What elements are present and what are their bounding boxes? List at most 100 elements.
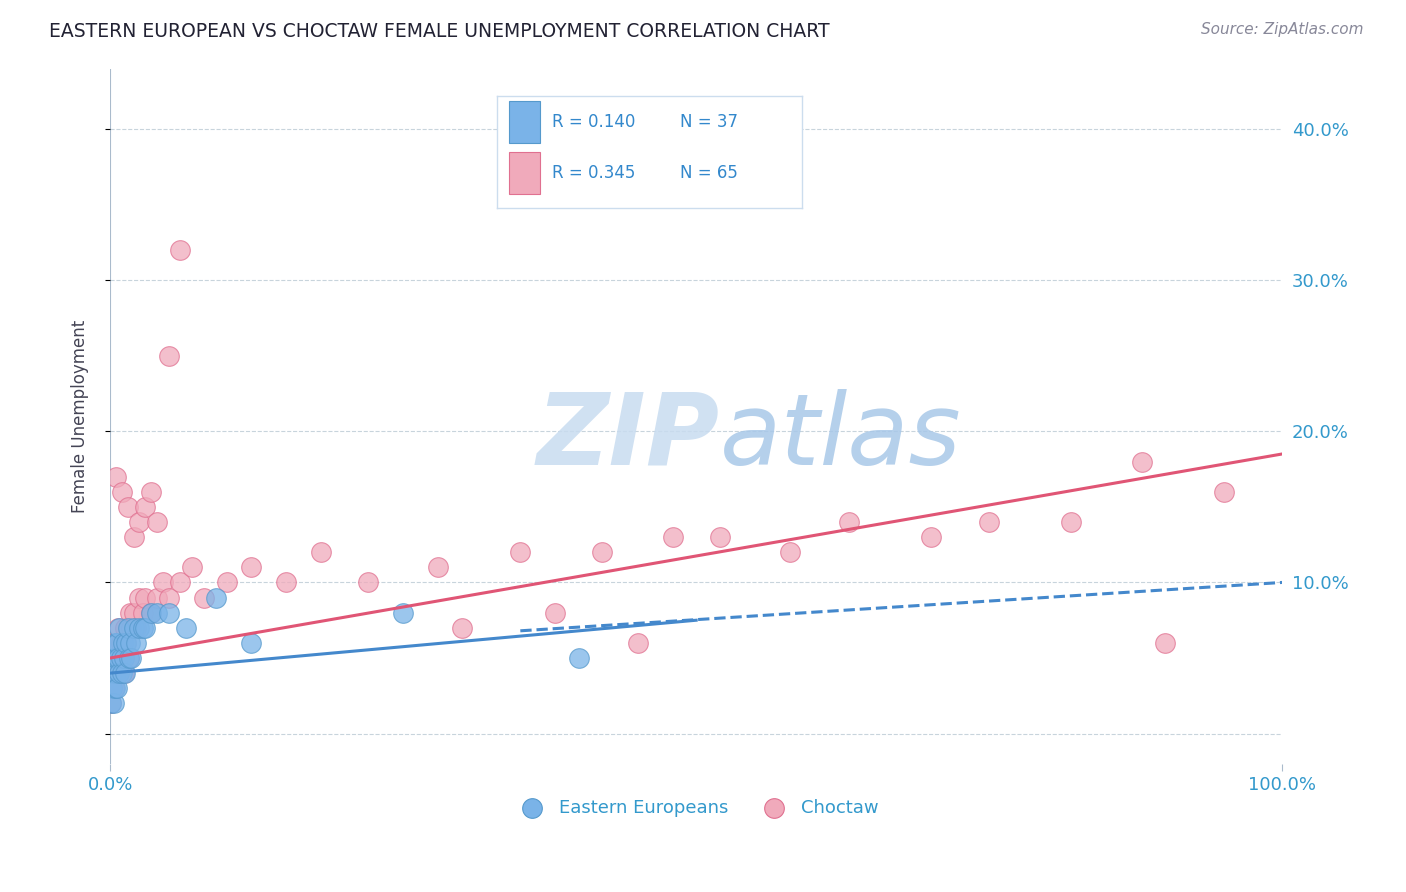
Point (111, 651, 134, 665)
Point (104, 666, 127, 681)
Point (146, 515, 169, 529)
Point (152, 575, 174, 590)
Point (626, 636, 648, 650)
Point (1154, 636, 1177, 650)
Point (146, 591, 169, 605)
Point (107, 651, 129, 665)
Point (114, 621, 136, 635)
Point (125, 636, 148, 650)
Point (274, 575, 297, 590)
Point (157, 606, 180, 620)
Text: EASTERN EUROPEAN VS CHOCTAW FEMALE UNEMPLOYMENT CORRELATION CHART: EASTERN EUROPEAN VS CHOCTAW FEMALE UNEMP… (49, 22, 830, 41)
Point (118, 636, 141, 650)
Point (103, 697, 125, 711)
Point (139, 606, 162, 620)
Point (128, 591, 150, 605)
Point (157, 349, 180, 363)
Point (103, 651, 125, 665)
Point (105, 636, 128, 650)
Point (112, 651, 135, 665)
Point (110, 651, 132, 665)
Point (1060, 515, 1083, 529)
Point (107, 666, 129, 681)
Point (174, 621, 197, 635)
Point (105, 681, 128, 696)
Point (115, 636, 138, 650)
Point (239, 636, 262, 650)
Point (117, 621, 139, 635)
Point (111, 666, 134, 681)
Legend: Eastern Europeans, Choctaw: Eastern Europeans, Choctaw (506, 792, 886, 824)
Point (239, 560, 262, 574)
Point (118, 651, 141, 665)
Point (101, 681, 124, 696)
Text: Source: ZipAtlas.com: Source: ZipAtlas.com (1201, 22, 1364, 37)
Point (103, 651, 125, 665)
Point (122, 621, 145, 635)
Point (779, 545, 801, 559)
Point (309, 545, 332, 559)
Point (157, 591, 180, 605)
Point (120, 651, 142, 665)
Point (108, 666, 131, 681)
Point (111, 636, 134, 650)
Point (132, 606, 155, 620)
Point (132, 621, 155, 635)
Point (101, 681, 124, 696)
Point (108, 621, 131, 635)
Point (105, 651, 128, 665)
Point (114, 666, 136, 681)
Point (591, 545, 613, 559)
Point (104, 469, 127, 483)
Point (104, 636, 127, 650)
Point (111, 636, 134, 650)
Point (139, 484, 162, 499)
Y-axis label: Female Unemployment: Female Unemployment (72, 319, 89, 513)
Text: atlas: atlas (720, 389, 962, 485)
Point (111, 484, 134, 499)
Point (112, 666, 135, 681)
Point (104, 636, 127, 650)
Point (107, 621, 129, 635)
Point (101, 666, 124, 681)
Point (193, 591, 215, 605)
Point (357, 575, 380, 590)
Point (104, 651, 127, 665)
Point (838, 515, 860, 529)
Point (110, 636, 132, 650)
Point (100, 697, 122, 711)
Point (125, 621, 148, 635)
Point (146, 606, 169, 620)
Point (104, 666, 127, 681)
Point (122, 606, 145, 620)
Point (1130, 454, 1153, 468)
Point (709, 530, 731, 544)
Point (450, 621, 472, 635)
Point (169, 575, 191, 590)
Point (108, 651, 131, 665)
Point (118, 606, 141, 620)
Point (134, 621, 156, 635)
Point (101, 666, 124, 681)
Point (117, 621, 139, 635)
Point (128, 621, 150, 635)
Point (104, 666, 127, 681)
Point (134, 591, 156, 605)
Point (204, 591, 226, 605)
Point (544, 606, 567, 620)
Point (217, 575, 239, 590)
Point (118, 651, 141, 665)
Point (392, 606, 415, 620)
Point (1212, 484, 1234, 499)
Point (568, 651, 591, 665)
Point (115, 636, 138, 650)
Point (979, 515, 1001, 529)
Point (169, 243, 191, 257)
Point (920, 530, 942, 544)
Point (661, 530, 683, 544)
Point (139, 606, 162, 620)
Point (103, 681, 125, 696)
Text: ZIP: ZIP (537, 389, 720, 485)
Point (128, 515, 150, 529)
Point (509, 545, 531, 559)
